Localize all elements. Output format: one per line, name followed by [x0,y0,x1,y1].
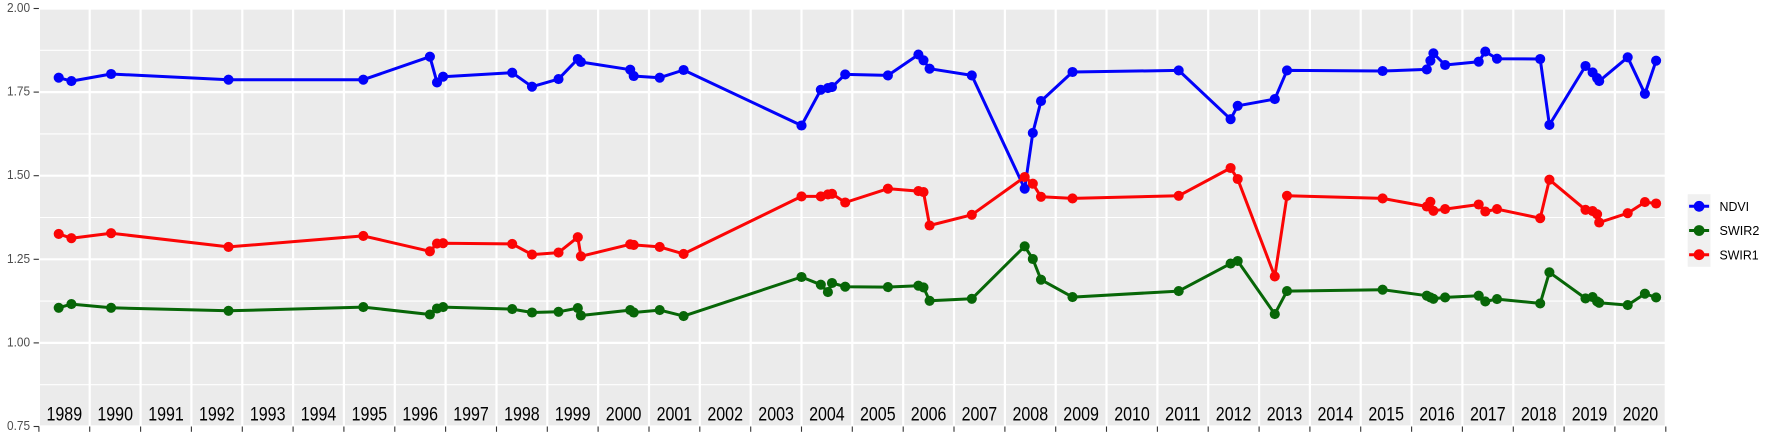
svg-text:1997: 1997 [453,405,489,426]
svg-text:2019: 2019 [1572,405,1608,426]
svg-text:2017: 2017 [1470,405,1506,426]
svg-text:2013: 2013 [1267,405,1303,426]
svg-text:2004: 2004 [809,405,845,426]
svg-text:1993: 1993 [250,405,286,426]
svg-text:2020: 2020 [1623,405,1659,426]
svg-text:2012: 2012 [1216,405,1252,426]
svg-text:2008: 2008 [1013,405,1049,426]
svg-text:1989: 1989 [47,405,83,426]
svg-text:SWIR1: SWIR1 [1720,247,1759,262]
svg-text:1.50: 1.50 [7,167,30,182]
svg-text:1991: 1991 [148,405,184,426]
svg-text:1998: 1998 [504,405,540,426]
svg-text:1996: 1996 [402,405,438,426]
svg-text:NDVI: NDVI [1720,199,1750,214]
svg-text:0.75: 0.75 [7,418,30,433]
svg-text:1995: 1995 [352,405,388,426]
svg-text:2.00: 2.00 [7,0,30,15]
svg-text:SWIR2: SWIR2 [1720,223,1760,238]
svg-text:2003: 2003 [758,405,794,426]
svg-text:2009: 2009 [1063,405,1099,426]
svg-text:1.25: 1.25 [7,251,30,266]
svg-text:2002: 2002 [707,405,743,426]
svg-text:2014: 2014 [1318,405,1354,426]
svg-text:2018: 2018 [1521,405,1557,426]
svg-text:2005: 2005 [860,405,896,426]
svg-text:1992: 1992 [199,405,235,426]
svg-text:1999: 1999 [555,405,591,426]
svg-text:2000: 2000 [606,405,642,426]
svg-text:2007: 2007 [962,405,998,426]
svg-text:1.75: 1.75 [7,84,30,99]
svg-text:2016: 2016 [1419,405,1455,426]
svg-text:2011: 2011 [1165,405,1201,426]
svg-text:2010: 2010 [1114,405,1150,426]
svg-text:1994: 1994 [301,405,337,426]
svg-text:2015: 2015 [1368,405,1404,426]
svg-text:2006: 2006 [911,405,947,426]
svg-text:2001: 2001 [657,405,693,426]
svg-text:1.00: 1.00 [7,334,30,349]
svg-text:1990: 1990 [97,405,133,426]
